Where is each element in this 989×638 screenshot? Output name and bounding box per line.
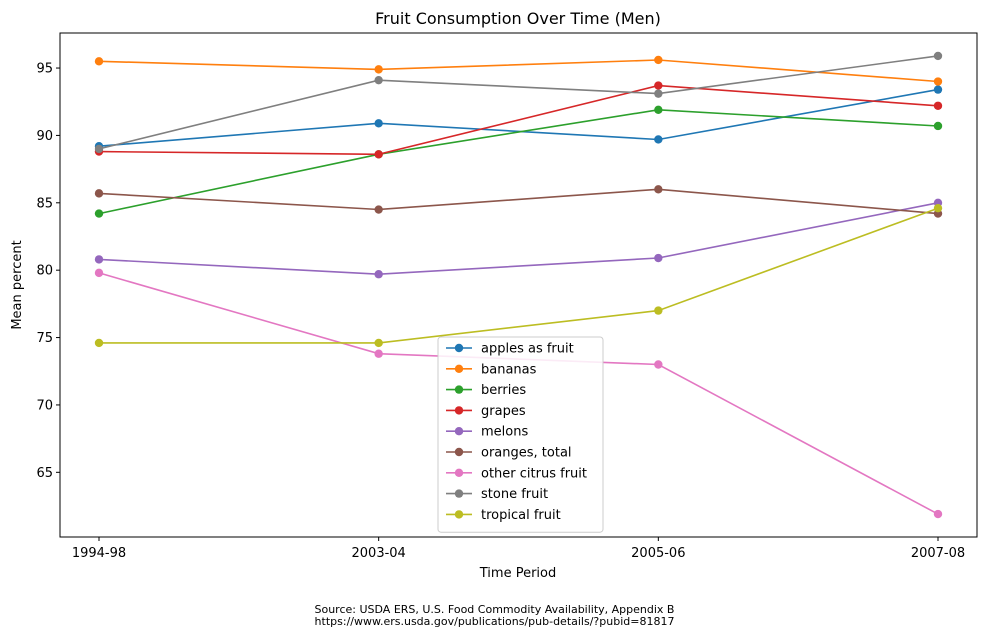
y-tick-label: 95	[36, 62, 53, 77]
data-point-apples-as-fruit-1	[374, 119, 383, 128]
data-point-oranges-total-0	[94, 189, 104, 198]
data-point-tropical-fruit-1	[374, 338, 383, 348]
series-line-oranges-total	[98, 188, 939, 215]
data-point-melons-0	[94, 255, 104, 264]
data-point-melons-2	[654, 253, 663, 263]
legend-label-other-citrus-fruit: other citrus fruit	[481, 466, 587, 481]
legend-label-oranges-total: oranges, total	[481, 446, 572, 461]
data-point-stone-fruit-1	[374, 75, 383, 85]
y-tick-label: 85	[36, 196, 53, 211]
data-point-apples-as-fruit-3	[933, 85, 943, 94]
data-point-oranges-total-2	[654, 185, 663, 194]
series-line-bananas	[98, 59, 939, 83]
data-point-stone-fruit-3	[933, 51, 943, 61]
series-line-berries	[98, 108, 939, 215]
data-point-melons-1	[374, 270, 383, 279]
legend: apples as fruit bananas berries grapes melon…	[437, 336, 604, 533]
data-point-bananas-1	[374, 65, 383, 74]
data-point-tropical-fruit-2	[654, 306, 663, 315]
source-url: https://www.ers.usda.gov/publications/pu…	[314, 615, 675, 628]
legend-marker-other-citrus-fruit	[454, 468, 464, 477]
data-point-berries-2	[654, 105, 663, 115]
data-point-other-citrus-fruit-3	[933, 509, 943, 519]
legend-label-tropical-fruit: tropical fruit	[481, 508, 561, 523]
legend-marker-tropical-fruit	[454, 510, 464, 519]
y-tick-label: 80	[36, 264, 53, 279]
y-tick-label: 70	[36, 398, 53, 413]
legend-marker-berries	[454, 385, 464, 394]
legend-label-berries: berries	[481, 383, 526, 398]
data-point-oranges-total-1	[374, 205, 383, 214]
legend-marker-grapes	[454, 406, 464, 415]
x-tick-label: 2003-04	[352, 546, 406, 561]
legend-marker-stone-fruit	[454, 489, 464, 498]
legend-marker-apples-as-fruit	[454, 343, 464, 353]
data-point-other-citrus-fruit-0	[94, 268, 104, 278]
legend-label-stone-fruit: stone fruit	[481, 487, 548, 502]
legend-label-apples-as-fruit: apples as fruit	[481, 342, 574, 357]
data-point-tropical-fruit-0	[94, 338, 104, 348]
data-point-apples-as-fruit-2	[654, 135, 663, 144]
plot-frame	[59, 32, 978, 538]
data-point-grapes-1	[374, 150, 383, 159]
series-line-grapes	[98, 84, 939, 156]
y-tick-label: 65	[36, 466, 53, 481]
source-note: Source: USDA ERS, U.S. Food Commodity Av…	[314, 603, 675, 616]
x-tick-label: 1994-98	[72, 546, 126, 561]
axes: 65 70 75 80 85 90 95 1994-98 2003-04 2005-06 2007-…	[36, 32, 978, 561]
y-axis-label: Mean percent	[10, 240, 25, 329]
data-point-other-citrus-fruit-2	[654, 360, 663, 369]
data-point-tropical-fruit-3	[933, 203, 943, 213]
data-point-berries-0	[94, 209, 104, 218]
data-point-stone-fruit-0	[94, 144, 104, 154]
data-point-bananas-3	[933, 77, 943, 86]
series-line-melons	[98, 202, 939, 276]
data-point-grapes-3	[933, 101, 943, 110]
legend-marker-oranges-total	[454, 447, 464, 457]
legend-marker-bananas	[454, 364, 464, 373]
legend-label-melons: melons	[481, 425, 528, 440]
data-point-berries-3	[933, 121, 943, 131]
data-point-stone-fruit-2	[654, 89, 663, 98]
legend-label-bananas: bananas	[481, 362, 537, 377]
series-line-stone-fruit	[98, 55, 939, 150]
legend-box	[437, 336, 604, 533]
legend-marker-melons	[454, 427, 464, 436]
x-axis-label: Time Period	[479, 566, 556, 581]
chart-title: Fruit Consumption Over Time (Men)	[375, 9, 661, 28]
y-tick-label: 90	[36, 129, 53, 144]
y-tick-label: 75	[36, 331, 53, 346]
data-point-bananas-2	[654, 55, 663, 65]
legend-label-grapes: grapes	[481, 404, 526, 419]
data-point-grapes-2	[654, 81, 663, 90]
data-point-other-citrus-fruit-1	[374, 349, 383, 358]
x-tick-label: 2005-06	[631, 546, 685, 561]
x-tick-label: 2007-08	[911, 546, 965, 561]
series-line-tropical-fruit	[99, 207, 939, 344]
data-point-bananas-0	[94, 57, 104, 66]
